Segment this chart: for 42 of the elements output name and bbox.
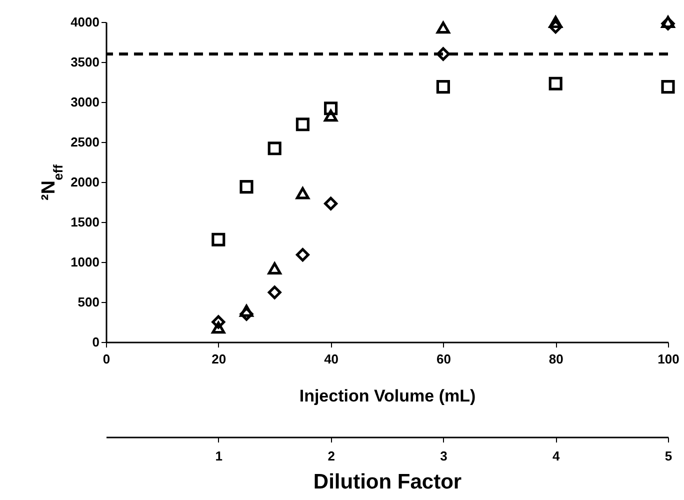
y-tick-label: 2000 (70, 174, 100, 190)
point (436, 80, 450, 94)
x-tick-label: 60 (436, 352, 451, 366)
x2-tick-label: 5 (664, 448, 672, 464)
point (324, 110, 338, 122)
point (436, 47, 450, 61)
y-tick-label: 1500 (70, 214, 100, 230)
point (240, 304, 254, 317)
point (661, 80, 675, 94)
y-tick-label: 500 (78, 294, 100, 310)
point (296, 118, 310, 132)
x2-tick-label: 2 (328, 448, 335, 464)
x2-axis-title: Dilution Factor (313, 470, 462, 494)
point (296, 187, 310, 200)
point (548, 16, 562, 28)
y-tick-label: 3000 (70, 94, 100, 110)
point (296, 248, 310, 262)
point (436, 22, 450, 34)
point (240, 180, 254, 194)
point (548, 76, 562, 90)
point (212, 315, 226, 329)
y-tick-label: 2500 (70, 134, 100, 150)
point (212, 322, 226, 334)
point (324, 102, 338, 116)
x2-tick-label: 4 (552, 448, 560, 464)
x2-tick-label: 3 (440, 448, 448, 464)
point (324, 196, 338, 210)
point (212, 232, 226, 246)
y-tick-label: 1000 (70, 254, 100, 270)
point (268, 142, 282, 156)
x-tick-label: 20 (212, 352, 226, 366)
x-tick-label: 0 (102, 352, 110, 366)
x-tick-label: 40 (324, 352, 339, 366)
x-tick-label: 100 (658, 352, 680, 366)
point (268, 262, 282, 274)
y-tick-label: 4000 (70, 14, 100, 30)
y-tick-label: 0 (92, 334, 100, 350)
x-axis-title: Injection Volume (mL) (299, 386, 476, 406)
x-tick-label: 80 (548, 352, 564, 366)
point (268, 286, 282, 300)
y-tick-label: 3500 (70, 54, 100, 70)
x2-tick-label: 1 (215, 448, 223, 464)
